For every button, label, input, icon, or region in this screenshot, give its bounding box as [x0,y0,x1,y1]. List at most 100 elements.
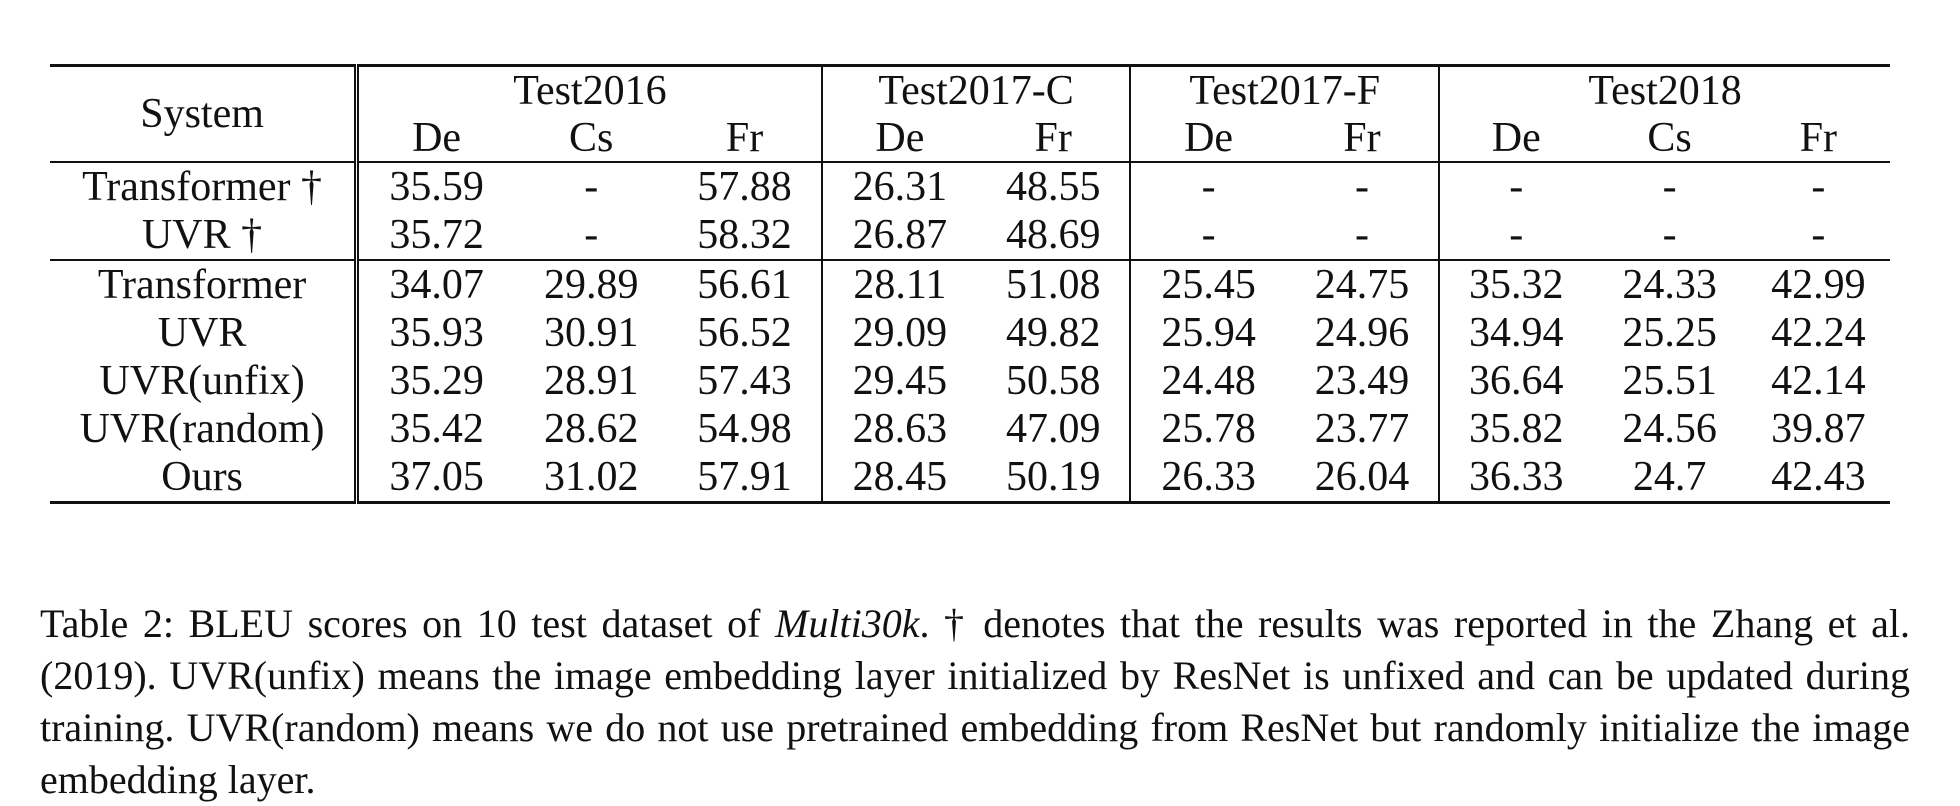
score-cell: 35.93 [389,310,484,356]
group-header-test2018: Test2018 [1438,64,1890,115]
system-header: System [50,64,360,162]
score-cell: 26.31 [820,161,978,211]
score-cell: 35.29 [389,358,484,404]
group-header-test2017-f: Test2017-F [1129,64,1440,115]
score-cell: 35.82 [1438,405,1593,453]
score-cell: 57.88 [668,161,822,211]
score-cell: 39.87 [1771,406,1866,452]
language-header-row: De Cs Fr De Fr De Fr De Cs Fr [50,115,1890,162]
lang-header: Fr [725,115,764,161]
score-cell: 51.08 [977,259,1131,309]
table-row: Ours 37.05 31.02 57.91 28.45 50.19 26.33 26.04 3… [50,453,1890,504]
lang-header: De [1438,115,1593,162]
score-cell: - [1129,211,1286,260]
score-cell: - [1662,212,1677,258]
score-cell: 24.75 [1285,259,1440,309]
score-cell: 28.91 [543,358,639,404]
score-cell: 50.19 [977,453,1131,504]
score-cell: - [1354,212,1369,258]
score-cell: 29.45 [820,357,978,405]
score-cell: - [514,161,669,211]
group-header-row: System Test2016 Test2017-C Test2017-F Te… [50,64,1890,162]
score-cell: 35.42 [389,406,484,452]
score-cell: 48.55 [977,161,1131,211]
score-cell: 24.96 [1314,310,1410,356]
score-cell: - [1129,161,1286,211]
score-cell: 23.49 [1314,358,1410,404]
score-cell: 56.52 [697,310,792,356]
score-cell: 34.07 [356,259,515,309]
score-cell: 29.89 [514,259,669,309]
table-body: Transformer † 35.59-57.88 26.31 48.55- - - - - U… [50,161,1890,504]
score-cell: 37.05 [356,453,515,504]
score-cell: 42.24 [1771,310,1866,356]
table-header: System Test2016 Test2017-C Test2017-F Te… [50,64,1890,162]
group-header-test2016: Test2016 [356,64,822,115]
score-cell: 56.61 [668,259,822,309]
score-cell: 28.45 [820,453,978,504]
score-cell: 23.77 [1314,406,1410,452]
lang-header: Fr [1799,115,1838,161]
lang-header: De [1129,115,1286,162]
caption-dataset-name: Multi30k [775,601,920,646]
page: System Test2016 Test2017-C Test2017-F Te… [40,64,1910,802]
table-row: Transformer 34.07 29.89 56.61 28.11 51.08 25.4… [50,259,1890,309]
lang-header: Cs [569,115,614,161]
score-cell: 49.82 [1005,310,1101,356]
score-cell: 26.33 [1129,453,1286,504]
score-cell: 24.48 [1129,357,1286,405]
score-cell: 29.09 [820,309,978,357]
score-cell: 31.02 [514,453,669,504]
table-row: UVR 35.93 30.91 56.52 29.09 49.82 25.94 24.96 34… [50,309,1890,357]
score-cell: - [1592,161,1747,211]
system-name-cell: UVR(random) [50,405,360,453]
system-name-cell: UVR † [50,211,360,260]
system-name-cell: UVR(unfix) [50,357,360,405]
score-cell: - [1746,161,1890,211]
table-row: UVR(random) 35.42 28.62 54.98 28.63 47.09 25.7… [50,405,1890,453]
score-cell: 28.62 [543,406,639,452]
results-table: System Test2016 Test2017-C Test2017-F Te… [50,64,1890,504]
score-cell: 58.32 [697,212,792,258]
score-cell: 42.99 [1746,259,1890,309]
system-name-cell: Transformer [50,259,360,309]
table-caption: Table 2: BLEU scores on 10 test dataset … [40,598,1910,806]
table-row: Transformer † 35.59-57.88 26.31 48.55- - - - - [50,161,1890,211]
score-cell: 24.56 [1622,406,1717,452]
score-cell: 25.94 [1129,309,1286,357]
score-cell: 25.78 [1129,405,1286,453]
score-cell: 42.43 [1746,453,1890,504]
score-cell: 26.87 [820,211,978,260]
score-cell: 35.59 [356,161,515,211]
score-cell: 34.94 [1438,309,1593,357]
system-name-cell: Ours [50,453,360,504]
score-cell: 25.45 [1129,259,1286,309]
score-cell: 54.98 [697,406,792,452]
system-name-cell: Transformer † [50,161,360,211]
score-cell: - [1811,212,1826,258]
lang-header: Fr [1034,115,1072,161]
score-cell: - [1438,161,1593,211]
score-cell: 25.51 [1622,358,1717,404]
lang-header: De [820,115,978,162]
score-cell: - [584,212,599,258]
group-header-test2017-c: Test2017-C [820,64,1131,115]
score-cell: - [1285,161,1440,211]
score-cell: 50.58 [1005,358,1101,404]
caption-prefix: Table 2: BLEU scores on 10 test dataset … [40,601,776,646]
table-row: UVR † 35.72-58.32 26.87 48.69- - - - - [50,211,1890,260]
score-cell: 57.43 [697,358,792,404]
score-cell: 28.63 [820,405,978,453]
score-cell: 47.09 [1005,406,1101,452]
lang-header: Cs [1647,115,1692,161]
score-cell: 35.72 [389,212,484,258]
score-cell: - [1438,211,1593,260]
score-cell: 24.7 [1592,453,1747,504]
score-cell: 42.14 [1771,358,1866,404]
table-row: UVR(unfix) 35.29 28.91 57.43 29.45 50.58 24.48… [50,357,1890,405]
system-name-cell: UVR [50,309,360,357]
score-cell: 30.91 [543,310,639,356]
score-cell: 25.25 [1622,310,1717,356]
score-cell: 36.64 [1438,357,1593,405]
score-cell: 48.69 [1005,212,1101,258]
